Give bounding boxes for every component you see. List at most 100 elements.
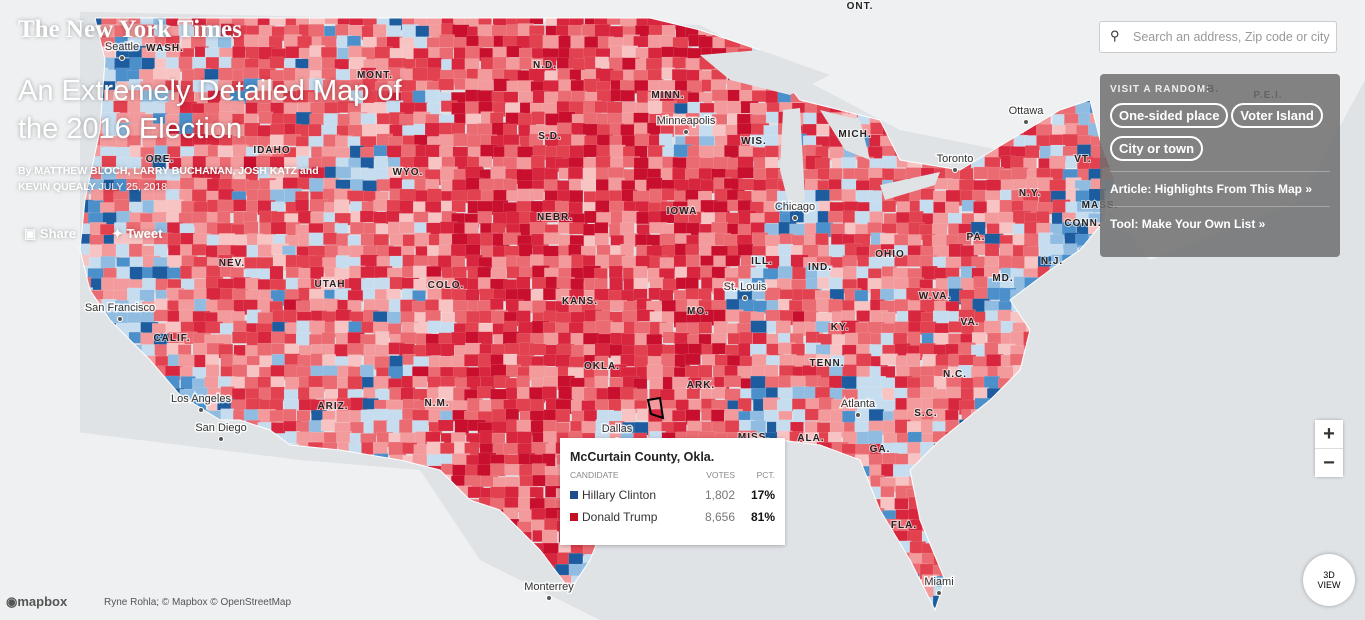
county xyxy=(542,35,561,50)
county xyxy=(894,498,909,510)
county xyxy=(350,221,365,235)
county xyxy=(529,343,547,356)
state-label: S.D. xyxy=(538,131,561,142)
county xyxy=(372,311,388,323)
county xyxy=(257,331,274,344)
panel-buttons: One-sided place Voter Island City or town xyxy=(1110,103,1330,169)
mapbox-logo[interactable]: ◉mapbox xyxy=(6,594,68,609)
county xyxy=(374,155,389,171)
county xyxy=(376,179,392,192)
county xyxy=(749,102,768,115)
county xyxy=(881,387,896,401)
city-label: Toronto xyxy=(937,153,974,165)
county xyxy=(920,321,937,334)
county xyxy=(477,211,493,225)
zoom-in[interactable]: + xyxy=(1315,420,1343,448)
random-panel: VISIT A RANDOM: One-sided place Voter Isl… xyxy=(1100,74,1340,257)
county xyxy=(270,331,287,344)
county xyxy=(271,343,286,355)
city-dot xyxy=(952,167,958,173)
county xyxy=(479,310,493,324)
city-label: Atlanta xyxy=(841,398,876,410)
county xyxy=(192,342,208,356)
state-label: FLA. xyxy=(891,520,917,531)
county xyxy=(684,353,701,366)
county xyxy=(491,408,508,423)
county xyxy=(961,199,976,212)
county xyxy=(880,353,898,366)
county xyxy=(764,211,780,224)
tweet-button[interactable]: ✦ Tweet xyxy=(112,226,163,241)
county xyxy=(945,256,962,270)
county xyxy=(555,354,571,368)
county xyxy=(257,312,274,324)
county xyxy=(466,310,480,324)
city-label: Ottawa xyxy=(1009,105,1045,117)
share-button[interactable]: ▣ Share xyxy=(24,226,77,241)
county xyxy=(335,166,353,179)
county xyxy=(973,356,989,368)
county xyxy=(645,57,663,71)
zoom-out[interactable]: − xyxy=(1315,448,1343,477)
panel-link[interactable]: Tool: Make Your Own List » xyxy=(1110,206,1330,241)
county xyxy=(620,89,635,102)
county xyxy=(594,222,609,235)
county xyxy=(726,100,741,115)
tooltip-row: Donald Trump 8,656 81% xyxy=(570,506,775,528)
county xyxy=(841,375,858,390)
byline: By MATTHEW BLOCH, LARRY BUCHANAN, JOSH K… xyxy=(18,163,328,195)
county xyxy=(541,529,558,545)
panel-heading: VISIT A RANDOM: xyxy=(1110,84,1211,95)
county xyxy=(672,56,688,69)
search-box[interactable]: ⚲ Search an address, Zip code or city xyxy=(1099,21,1337,53)
county xyxy=(544,168,558,181)
tooltip-row: Hillary Clinton 1,802 17% xyxy=(570,484,775,506)
county xyxy=(375,331,390,347)
random-button[interactable]: One-sided place xyxy=(1110,103,1229,128)
tweet-text: Tweet xyxy=(126,226,163,241)
county xyxy=(571,134,587,147)
panel-link[interactable]: Article: Highlights From This Map » xyxy=(1110,171,1330,206)
county xyxy=(609,277,623,292)
county xyxy=(555,408,571,423)
county xyxy=(711,89,729,102)
county xyxy=(464,222,479,234)
city-dot xyxy=(218,436,224,442)
city-label: Miami xyxy=(924,576,953,588)
panel-links: Article: Highlights From This Map » Tool:… xyxy=(1110,171,1330,241)
county xyxy=(166,199,184,215)
county xyxy=(400,332,417,345)
random-button[interactable]: Voter Island xyxy=(1231,103,1323,128)
county xyxy=(674,332,690,345)
city-label: San Francisco xyxy=(85,302,155,314)
county xyxy=(519,464,535,477)
county xyxy=(320,419,337,432)
view-3d-button[interactable]: 3D VIEW xyxy=(1303,554,1355,606)
county xyxy=(386,25,402,39)
tooltip-title: McCurtain County, Okla. xyxy=(570,450,715,464)
county xyxy=(505,211,521,226)
county xyxy=(647,145,665,158)
county xyxy=(737,166,754,179)
county xyxy=(180,265,194,280)
candidate: Hillary Clinton xyxy=(582,488,657,502)
county xyxy=(751,190,767,203)
votes: 1,802 xyxy=(704,488,735,502)
city-dot xyxy=(117,316,123,322)
county xyxy=(815,189,831,202)
county xyxy=(387,311,403,325)
state-label: TENN. xyxy=(810,358,845,369)
county xyxy=(558,386,573,400)
brand[interactable]: The New York Times xyxy=(18,16,242,43)
county xyxy=(634,321,650,335)
county xyxy=(440,343,455,357)
county xyxy=(633,265,648,280)
county xyxy=(359,210,374,223)
county xyxy=(856,353,872,368)
county xyxy=(842,255,858,267)
county xyxy=(711,342,726,355)
county xyxy=(985,179,1003,192)
random-button[interactable]: City or town xyxy=(1110,136,1204,161)
state-label: WIS. xyxy=(741,136,767,147)
county xyxy=(674,343,691,356)
